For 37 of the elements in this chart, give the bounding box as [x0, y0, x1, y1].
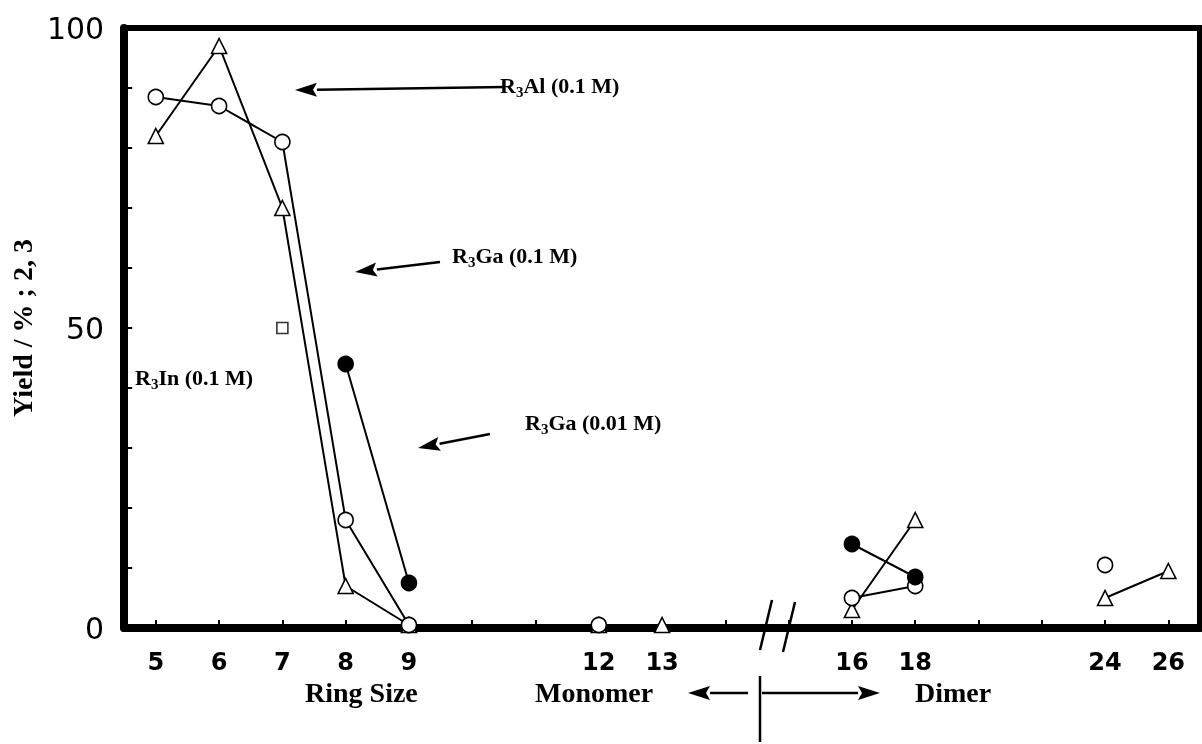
y-axis-title: Yield / % ; 2, 3: [6, 239, 38, 417]
x-tick-label: 13: [645, 648, 679, 676]
point: [1160, 562, 1177, 580]
point: [210, 97, 228, 115]
y-tick-label: 50: [65, 310, 105, 346]
point: [337, 511, 354, 529]
point: [906, 568, 924, 586]
x-tick-label: 12: [582, 648, 616, 676]
point: [843, 535, 861, 553]
x-tick-label: 7: [274, 648, 291, 676]
y-tick-label: 100: [46, 10, 105, 46]
x-tick-label: 18: [898, 648, 932, 676]
x-tick-label: 16: [835, 648, 869, 676]
point: [337, 577, 354, 595]
x-tick-label: 26: [1151, 648, 1186, 676]
point: [400, 574, 418, 592]
point: [147, 127, 165, 145]
x-tick-label: 6: [210, 648, 228, 676]
point: [1096, 556, 1114, 574]
x-tick-label: 8: [337, 648, 355, 676]
point: [274, 199, 291, 217]
x-axis-title: Ring Size: [305, 676, 418, 708]
point: [274, 133, 291, 151]
point: [210, 37, 228, 55]
point: [147, 88, 165, 106]
point: [843, 589, 861, 607]
text: Dimer: [915, 676, 992, 708]
x-tick-label: 5: [147, 648, 165, 676]
y-tick-label: 0: [85, 610, 105, 646]
point: [906, 511, 924, 529]
point: [337, 355, 354, 373]
point: [1096, 589, 1114, 607]
point: [276, 321, 289, 335]
point: [653, 616, 671, 634]
x-tick-label: 9: [400, 648, 418, 676]
x-tick-label: 24: [1088, 648, 1122, 676]
text: Monomer: [535, 676, 654, 708]
